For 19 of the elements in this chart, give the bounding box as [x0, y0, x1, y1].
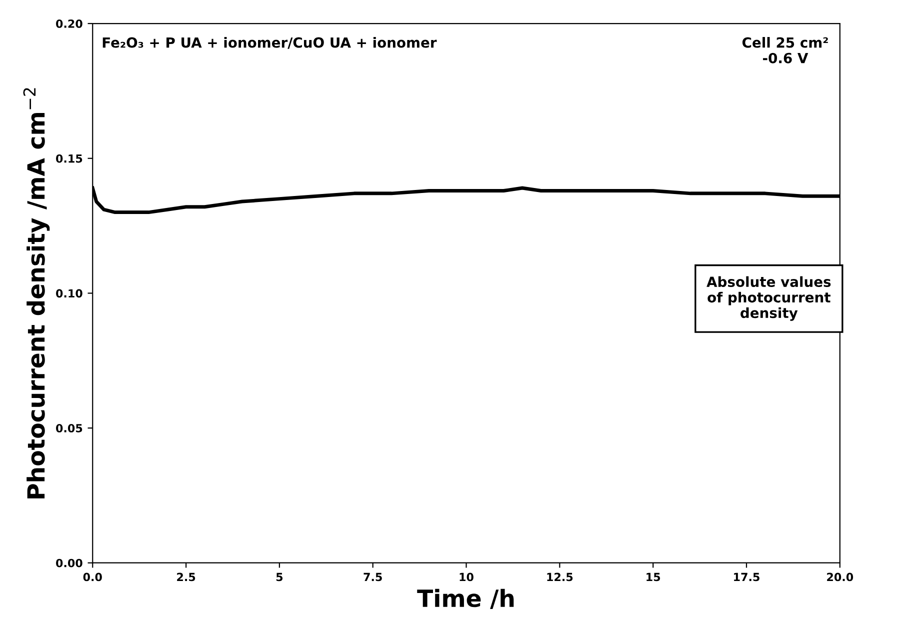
x-tick-label: 5 [276, 572, 283, 582]
text: Fe₂O₃ + P UA + ionomer/CuO UA + ionomer [102, 37, 437, 49]
x-tick-label: 12.5 [547, 572, 573, 582]
y-tick-label: 0.20 [56, 20, 82, 28]
y-axis-title: Photocurrent density /mA cm$^{−2}$ [23, 88, 50, 498]
annotation: Cell 25 cm² -0.6 V [742, 37, 828, 64]
x-tick-label: 17.5 [734, 572, 760, 582]
x-tick-label: 0.0 [83, 572, 102, 582]
y-tick-label: 0.05 [56, 424, 82, 432]
y-tick-label: 0.10 [56, 289, 82, 298]
x-tick-label: 15 [646, 572, 660, 582]
x-tick-label: 7.5 [364, 572, 382, 582]
y-tick-label: 0.00 [56, 558, 82, 568]
x-tick-label: 2.5 [177, 572, 196, 582]
x-tick-label: 20.0 [827, 572, 854, 582]
x-tick-label: 10 [460, 572, 474, 582]
y-tick-label: 0.15 [56, 154, 82, 163]
x-axis-title: Time /h [417, 588, 514, 610]
annotation: Absolute values of photocurrent density [706, 276, 831, 321]
